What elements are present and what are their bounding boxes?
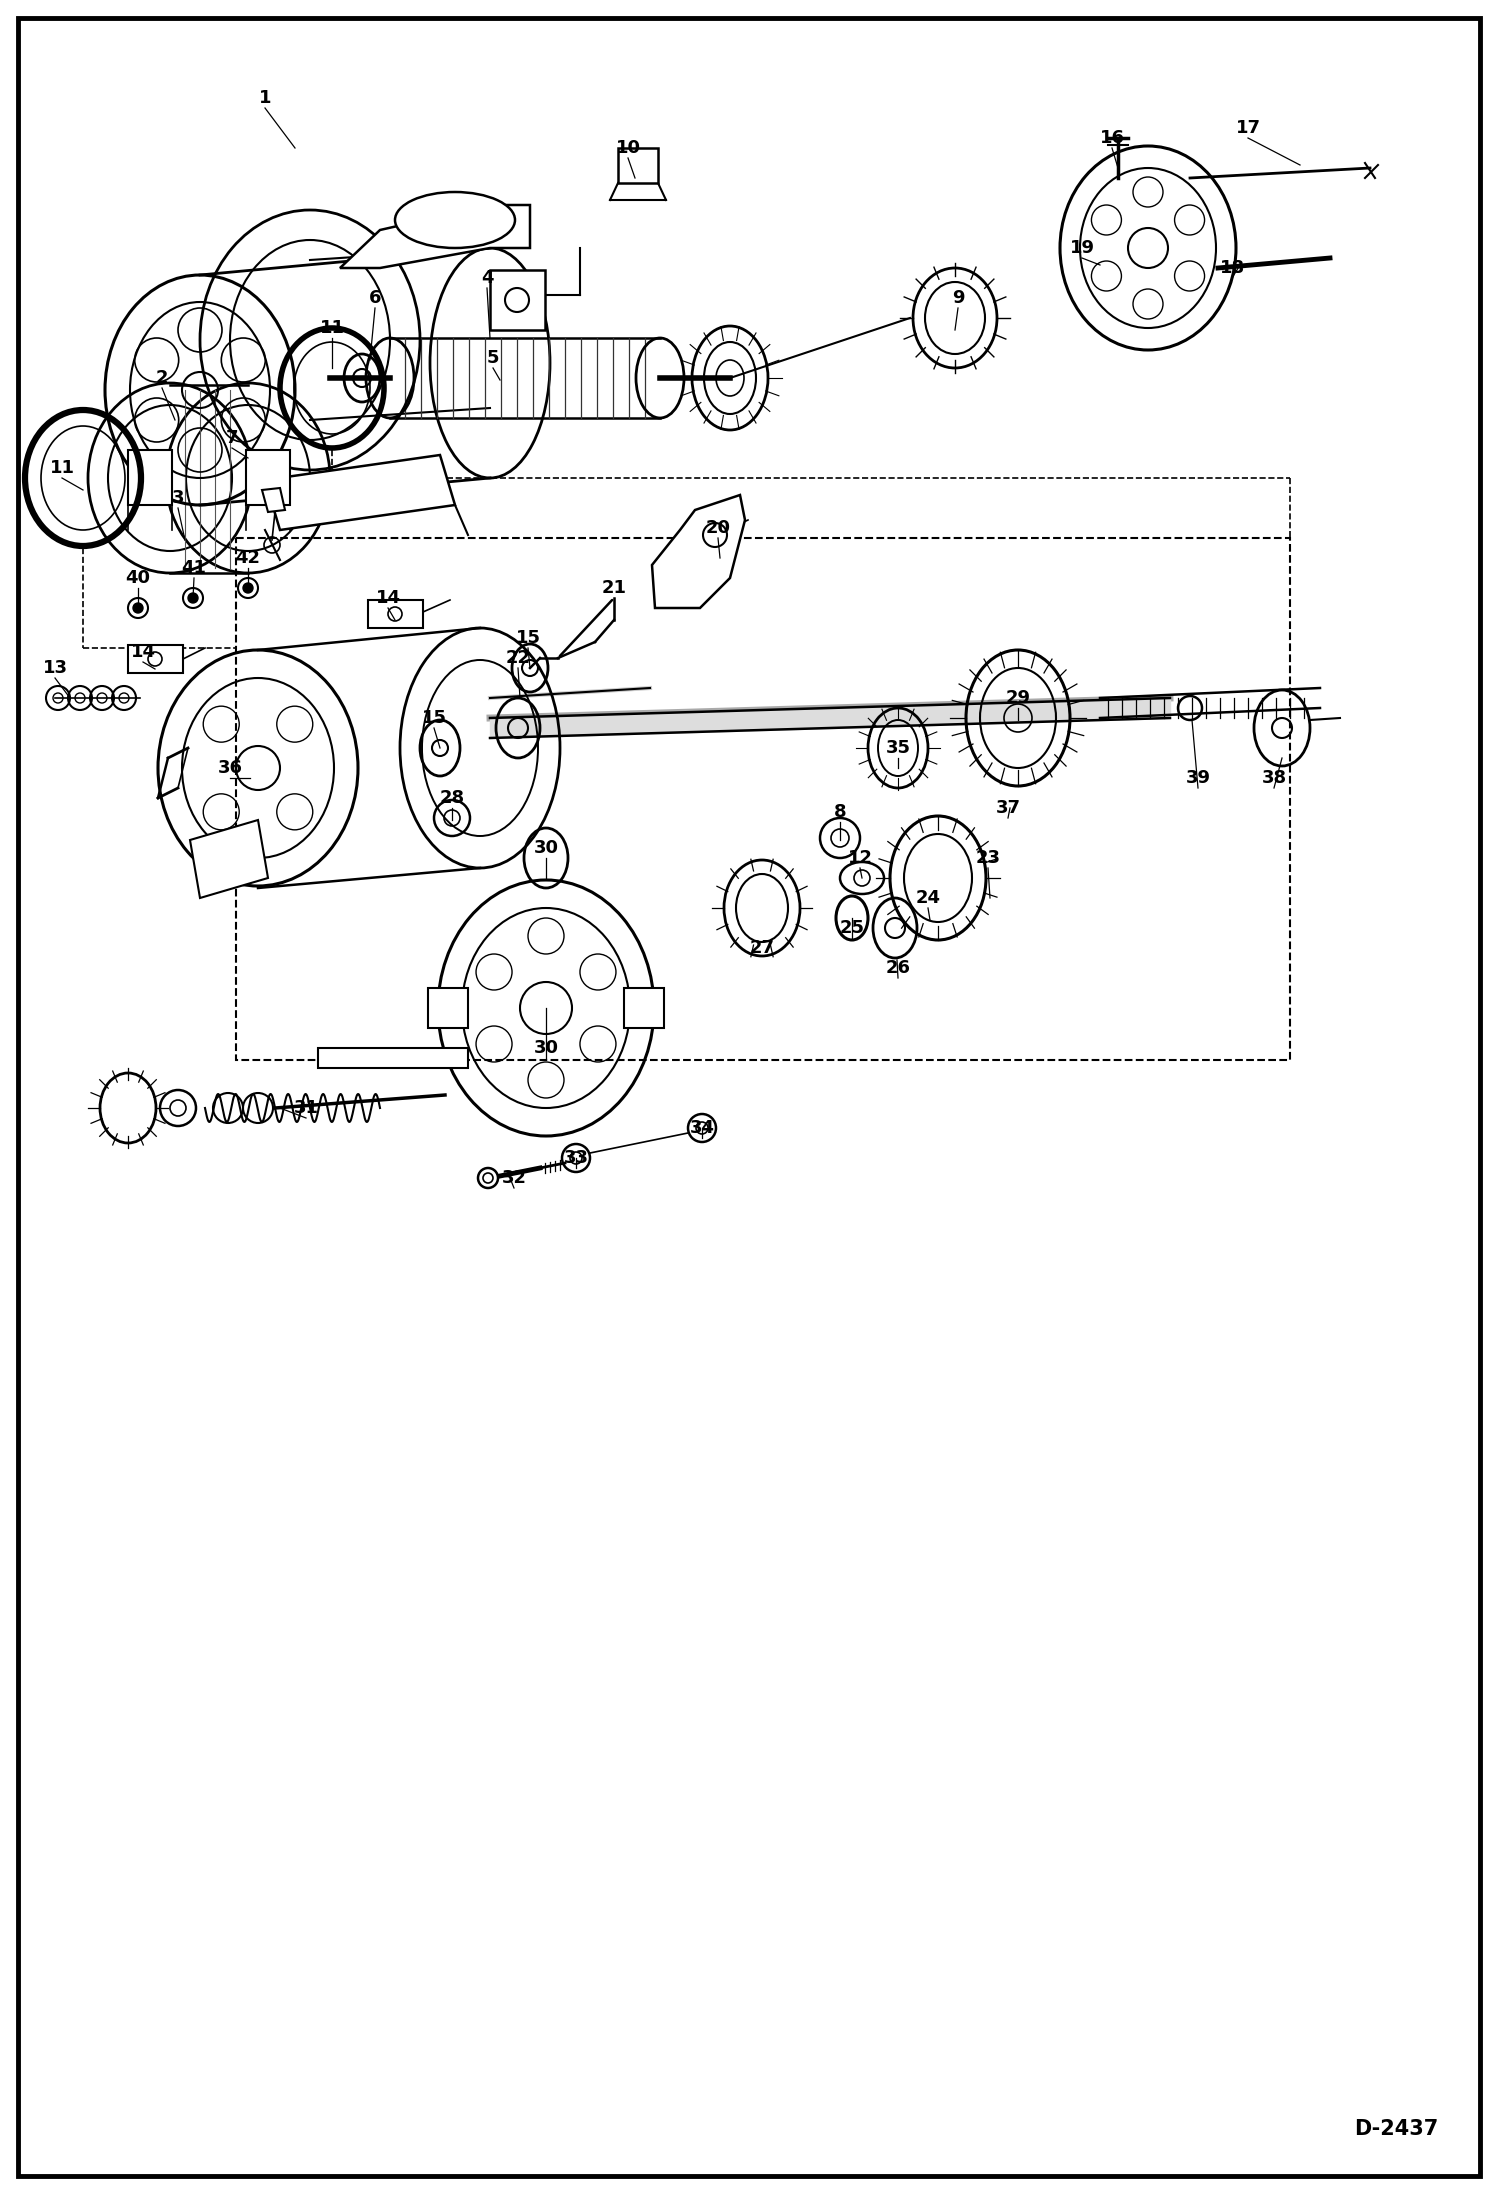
Text: 34: 34 bbox=[689, 1119, 715, 1136]
Polygon shape bbox=[265, 454, 455, 531]
Bar bbox=[490, 270, 545, 329]
Text: 17: 17 bbox=[1236, 118, 1260, 136]
Text: 42: 42 bbox=[235, 548, 261, 566]
Text: 25: 25 bbox=[839, 919, 864, 937]
Text: 2: 2 bbox=[156, 369, 168, 386]
Circle shape bbox=[133, 603, 142, 612]
Polygon shape bbox=[625, 987, 664, 1029]
Text: 28: 28 bbox=[439, 790, 464, 807]
Text: 37: 37 bbox=[996, 799, 1020, 816]
Text: 38: 38 bbox=[1261, 770, 1287, 788]
Text: 21: 21 bbox=[602, 579, 626, 597]
Text: 6: 6 bbox=[369, 290, 382, 307]
Text: 18: 18 bbox=[1219, 259, 1245, 276]
Text: 7: 7 bbox=[226, 430, 238, 448]
Text: 32: 32 bbox=[502, 1169, 526, 1187]
Polygon shape bbox=[318, 1049, 467, 1068]
Text: 11: 11 bbox=[49, 459, 75, 476]
Text: 22: 22 bbox=[505, 649, 530, 667]
Polygon shape bbox=[428, 987, 467, 1029]
Text: 40: 40 bbox=[126, 568, 150, 588]
Polygon shape bbox=[340, 204, 530, 268]
Text: 20: 20 bbox=[706, 520, 731, 538]
Text: 10: 10 bbox=[616, 138, 641, 158]
Text: 15: 15 bbox=[421, 709, 446, 726]
Polygon shape bbox=[652, 496, 745, 608]
Circle shape bbox=[243, 584, 253, 592]
Text: 19: 19 bbox=[1070, 239, 1095, 257]
Text: 36: 36 bbox=[217, 759, 243, 777]
Text: 14: 14 bbox=[376, 588, 400, 608]
Text: 16: 16 bbox=[1100, 129, 1125, 147]
Text: 14: 14 bbox=[130, 643, 156, 660]
Bar bbox=[369, 599, 422, 627]
Text: 33: 33 bbox=[563, 1150, 589, 1167]
Text: 11: 11 bbox=[319, 318, 345, 338]
Text: 26: 26 bbox=[885, 959, 911, 976]
Text: 23: 23 bbox=[975, 849, 1001, 867]
Circle shape bbox=[478, 1167, 497, 1187]
Text: 4: 4 bbox=[481, 270, 493, 287]
Text: 12: 12 bbox=[848, 849, 872, 867]
Text: 29: 29 bbox=[1005, 689, 1031, 706]
Text: 35: 35 bbox=[885, 739, 911, 757]
Text: 30: 30 bbox=[533, 838, 559, 858]
Polygon shape bbox=[262, 487, 285, 511]
Text: 13: 13 bbox=[42, 658, 67, 678]
Text: 15: 15 bbox=[515, 630, 541, 647]
Text: 5: 5 bbox=[487, 349, 499, 366]
Circle shape bbox=[189, 592, 198, 603]
Text: 39: 39 bbox=[1185, 770, 1210, 788]
Text: D-2437: D-2437 bbox=[1354, 2119, 1438, 2139]
Text: 30: 30 bbox=[533, 1040, 559, 1058]
Text: 41: 41 bbox=[181, 559, 207, 577]
Text: 8: 8 bbox=[834, 803, 846, 821]
Ellipse shape bbox=[395, 193, 515, 248]
Text: 9: 9 bbox=[951, 290, 965, 307]
Polygon shape bbox=[190, 821, 268, 897]
Bar bbox=[246, 450, 291, 505]
Bar bbox=[237, 538, 1290, 1060]
Bar bbox=[127, 645, 183, 674]
Bar bbox=[619, 147, 658, 182]
Text: 31: 31 bbox=[294, 1099, 319, 1117]
Text: 27: 27 bbox=[749, 939, 774, 957]
Text: 1: 1 bbox=[259, 90, 271, 108]
Bar bbox=[127, 450, 172, 505]
Text: 3: 3 bbox=[172, 489, 184, 507]
Text: 24: 24 bbox=[915, 889, 941, 906]
